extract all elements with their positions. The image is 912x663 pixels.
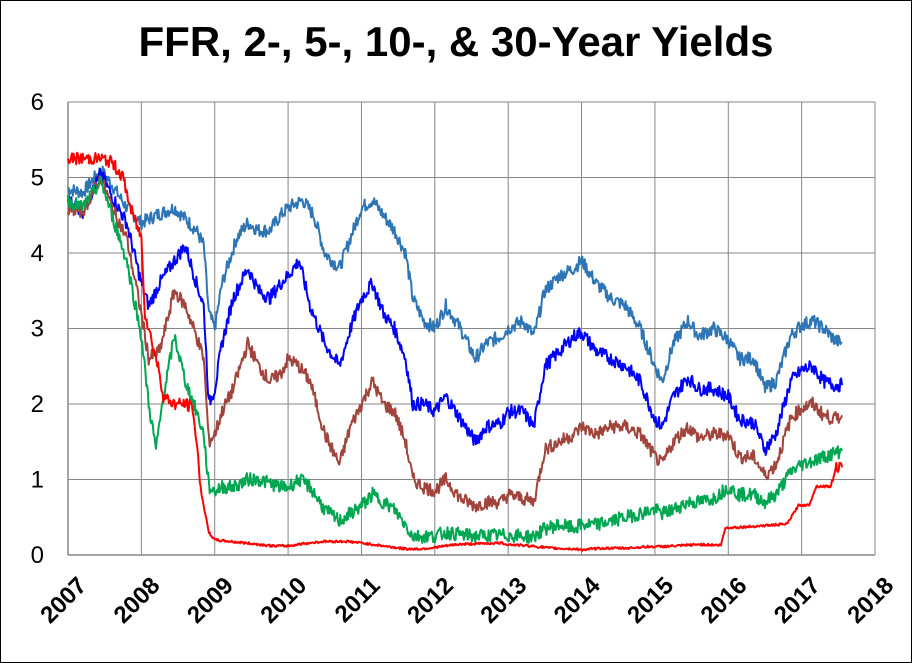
y-tick-label: 1 (31, 467, 44, 494)
y-tick-label: 5 (31, 165, 44, 192)
series-line-4 (67, 175, 843, 544)
series-line-1 (67, 165, 843, 394)
gridlines (67, 101, 876, 556)
x-tick-label: 2009 (182, 572, 239, 629)
x-tick-label: 2010 (255, 572, 312, 629)
y-tick-label: 6 (31, 89, 44, 116)
x-tick-labels: 2007 2008 2009 2010 2011 2012 2013 2014 2015 2016… (35, 572, 899, 629)
x-tick-label: 2008 (109, 572, 166, 629)
y-tick-label: 3 (31, 316, 44, 343)
axes (67, 102, 875, 556)
series-lines (67, 151, 843, 552)
series-line-2 (67, 168, 843, 456)
x-tick-label: 2014 (549, 572, 606, 629)
y-tick-label: 4 (31, 240, 44, 267)
x-tick-label: 2007 (35, 572, 92, 629)
y-tick-label: 2 (31, 391, 44, 418)
x-tick-label: 2015 (622, 572, 679, 629)
x-tick-label: 2012 (402, 572, 459, 629)
x-tick-label: 2018 (842, 572, 899, 629)
x-tick-label: 2017 (769, 572, 826, 629)
y-tick-label: 0 (31, 542, 44, 569)
y-tick-labels: 0 1 2 3 4 5 6 (31, 89, 44, 569)
series-line-3 (67, 175, 843, 513)
series-line-5 (67, 151, 843, 552)
x-tick-label: 2016 (696, 572, 753, 629)
chart-title: FFR, 2-, 5-, 10-, & 30-Year Yields (138, 18, 774, 65)
x-tick-label: 2013 (475, 572, 532, 629)
x-tick-label: 2011 (330, 572, 386, 628)
